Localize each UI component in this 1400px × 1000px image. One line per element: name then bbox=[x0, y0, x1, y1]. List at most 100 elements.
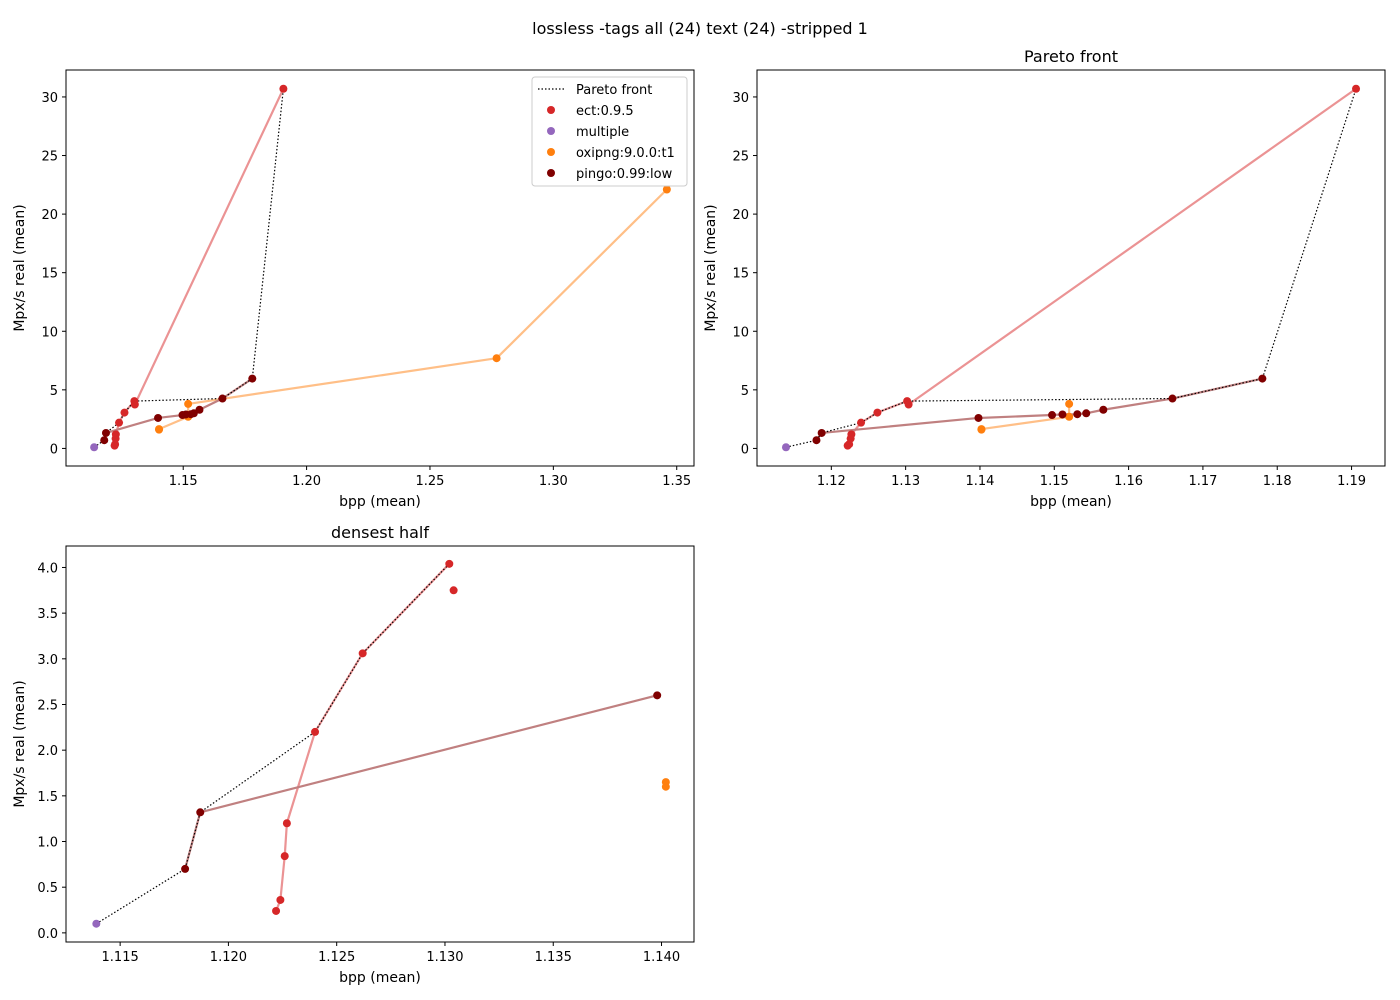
data-point bbox=[155, 425, 163, 433]
y-axis-label: Mpx/s real (mean) bbox=[12, 204, 28, 331]
data-point bbox=[196, 808, 204, 816]
data-point bbox=[102, 429, 110, 437]
y-tick-label: 10 bbox=[41, 325, 58, 340]
x-tick-label: 1.125 bbox=[318, 950, 355, 965]
data-point bbox=[905, 400, 913, 408]
x-tick-label: 1.115 bbox=[102, 950, 139, 965]
x-tick-label: 1.25 bbox=[415, 474, 444, 489]
data-point bbox=[90, 443, 98, 451]
panel-title: Pareto front bbox=[1024, 47, 1118, 66]
y-tick-label: 2.0 bbox=[37, 744, 58, 759]
data-point bbox=[359, 649, 367, 657]
x-tick-label: 1.14 bbox=[965, 474, 994, 489]
y-tick-label: 25 bbox=[732, 150, 749, 165]
data-point bbox=[281, 852, 289, 860]
data-point bbox=[248, 375, 256, 383]
data-point bbox=[1258, 375, 1266, 383]
y-tick-label: 0.5 bbox=[37, 881, 58, 896]
y-tick-label: 30 bbox=[732, 91, 749, 106]
data-point bbox=[92, 920, 100, 928]
y-tick-label: 3.5 bbox=[37, 607, 58, 622]
legend-label: Pareto front bbox=[576, 83, 652, 98]
pareto-front-line bbox=[786, 89, 1356, 448]
data-point bbox=[272, 907, 280, 915]
data-point bbox=[653, 691, 661, 699]
legend-swatch bbox=[547, 169, 555, 177]
x-tick-label: 1.15 bbox=[169, 474, 198, 489]
y-tick-label: 15 bbox=[41, 267, 58, 282]
legend-label: oxipng:9.0.0:t1 bbox=[576, 146, 675, 161]
x-tick-label: 1.140 bbox=[643, 950, 680, 965]
data-point bbox=[100, 436, 108, 444]
series-line bbox=[159, 190, 667, 430]
data-point bbox=[782, 443, 790, 451]
data-point bbox=[450, 586, 458, 594]
x-tick-label: 1.20 bbox=[292, 474, 321, 489]
data-point bbox=[857, 419, 865, 427]
data-point bbox=[279, 85, 287, 93]
y-tick-label: 0 bbox=[741, 442, 749, 457]
data-point bbox=[1065, 400, 1073, 408]
y-tick-label: 20 bbox=[732, 208, 749, 223]
x-tick-label: 1.19 bbox=[1337, 474, 1366, 489]
figure: lossless -tags all (24) text (24) -strip… bbox=[0, 0, 1400, 1000]
x-tick-label: 1.130 bbox=[426, 950, 463, 965]
legend-swatch bbox=[547, 127, 555, 135]
x-tick-label: 1.135 bbox=[535, 950, 572, 965]
plot-area bbox=[92, 560, 670, 928]
y-tick-label: 0 bbox=[50, 442, 58, 457]
data-point bbox=[873, 409, 881, 417]
data-point bbox=[112, 430, 120, 438]
data-point bbox=[445, 560, 453, 568]
y-tick-label: 3.0 bbox=[37, 653, 58, 668]
x-tick-label: 1.120 bbox=[210, 950, 247, 965]
x-tick-label: 1.35 bbox=[662, 474, 691, 489]
y-tick-label: 1.0 bbox=[37, 836, 58, 851]
legend-label: multiple bbox=[576, 125, 629, 140]
data-point bbox=[131, 400, 139, 408]
data-point bbox=[311, 728, 319, 736]
x-axis-label: bpp (mean) bbox=[339, 970, 421, 986]
y-tick-label: 1.5 bbox=[37, 790, 58, 805]
y-tick-label: 15 bbox=[732, 267, 749, 282]
data-point bbox=[1082, 409, 1090, 417]
y-tick-label: 25 bbox=[41, 150, 58, 165]
chart-panel-3: densest half 1.115 1.120 1.125 1.130 1.135 1.1… bbox=[12, 523, 694, 986]
legend-swatch bbox=[547, 148, 555, 156]
y-tick-label: 0.0 bbox=[37, 927, 58, 942]
x-tick-label: 1.13 bbox=[891, 474, 920, 489]
x-tick-label: 1.12 bbox=[817, 474, 846, 489]
x-tick-label: 1.15 bbox=[1040, 474, 1069, 489]
x-axis-label: bpp (mean) bbox=[339, 494, 421, 510]
data-point bbox=[115, 419, 123, 427]
data-point bbox=[1352, 85, 1360, 93]
data-point bbox=[276, 896, 284, 904]
data-point bbox=[195, 406, 203, 414]
plot-area bbox=[782, 85, 1360, 452]
y-tick-label: 2.5 bbox=[37, 698, 58, 713]
y-tick-label: 5 bbox=[741, 384, 749, 399]
y-tick-label: 10 bbox=[732, 325, 749, 340]
figure-title: lossless -tags all (24) text (24) -strip… bbox=[532, 19, 868, 38]
data-point bbox=[218, 395, 226, 403]
chart-panels: 1.15 1.20 1.25 1.30 1.35 0 5 10 15 20 25 30 bpp (mea… bbox=[12, 47, 1385, 986]
x-axis-label: bpp (mean) bbox=[1030, 494, 1112, 510]
chart-panel-1: 1.15 1.20 1.25 1.30 1.35 0 5 10 15 20 25 30 bpp (mea… bbox=[12, 70, 694, 510]
series-line bbox=[276, 564, 449, 911]
x-tick-label: 1.18 bbox=[1263, 474, 1292, 489]
y-axis-label: Mpx/s real (mean) bbox=[12, 680, 28, 807]
data-point bbox=[974, 414, 982, 422]
data-point bbox=[1073, 410, 1081, 418]
data-point bbox=[283, 819, 291, 827]
legend: Pareto frontect:0.9.5multipleoxipng:9.0.… bbox=[532, 77, 687, 186]
data-point bbox=[1048, 411, 1056, 419]
panel-title: densest half bbox=[331, 523, 429, 542]
data-point bbox=[184, 400, 192, 408]
data-point bbox=[812, 436, 820, 444]
data-point bbox=[1058, 410, 1066, 418]
data-point bbox=[847, 430, 855, 438]
y-tick-label: 30 bbox=[41, 91, 58, 106]
series-line bbox=[185, 695, 657, 869]
y-tick-label: 4.0 bbox=[37, 561, 58, 576]
data-point bbox=[977, 425, 985, 433]
